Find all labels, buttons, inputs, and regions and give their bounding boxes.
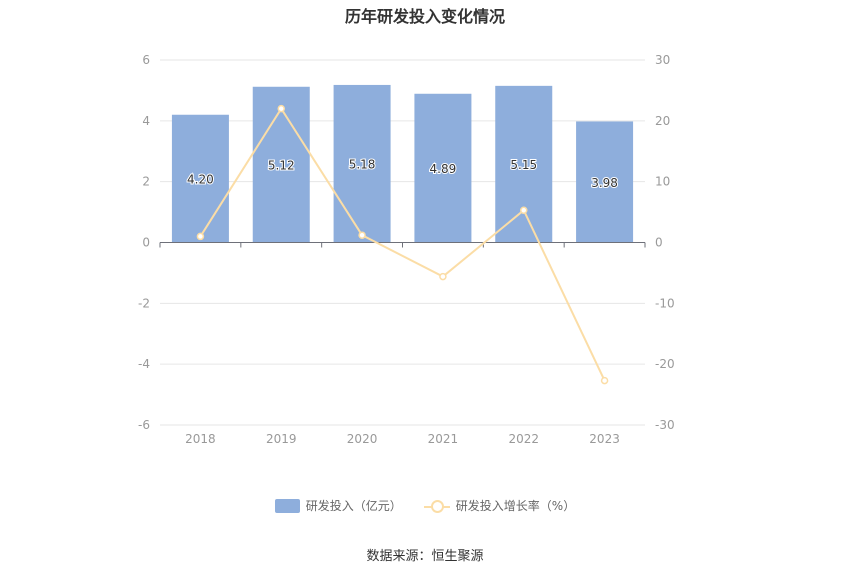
legend-item-bar[interactable]: 研发投入（亿元） [274, 497, 402, 514]
x-tick-label: 2019 [266, 432, 297, 446]
bar [171, 114, 229, 243]
growth-point [358, 231, 366, 239]
growth-point [600, 376, 609, 385]
bar [576, 121, 634, 243]
y-left-tick-label: 4 [142, 114, 150, 128]
legend: 研发投入（亿元） 研发投入增长率（%） [0, 497, 850, 514]
y-left-tick-label: 6 [142, 53, 150, 67]
bar-value-label: 4.20 [187, 173, 214, 187]
legend-bar-label: 研发投入（亿元） [305, 499, 402, 513]
legend-bar-swatch [274, 498, 300, 513]
bar-value-label: 5.18 [349, 158, 376, 172]
bar [252, 86, 310, 243]
y-right-tick-label: 10 [655, 175, 670, 189]
chart-title: 历年研发投入变化情况 [344, 7, 505, 26]
growth-point [520, 206, 528, 215]
y-left-tick-label: -4 [138, 357, 150, 371]
bar-value-label: 4.89 [430, 162, 457, 176]
bar-value-label: 5.12 [268, 159, 295, 173]
bar-value-label: 5.15 [510, 158, 537, 172]
y-right-tick-label: 30 [655, 53, 670, 67]
y-right-tick-label: 0 [655, 236, 663, 250]
y-right-tick-label: -20 [655, 357, 675, 371]
y-right-tick-label: 20 [655, 114, 670, 128]
bar [414, 93, 472, 243]
y-left-tick-label: 2 [142, 175, 150, 189]
y-right-tick-label: -10 [655, 296, 675, 310]
bar [333, 84, 391, 243]
x-tick-label: 2021 [428, 432, 459, 446]
legend-line-label: 研发投入增长率（%） [455, 499, 576, 513]
growth-line [199, 106, 606, 382]
x-tick-label: 2023 [589, 432, 620, 446]
y-left-tick-label: -2 [138, 296, 150, 310]
bar [495, 85, 553, 243]
x-tick-label: 2022 [508, 432, 539, 446]
y-right-tick-label: -30 [655, 418, 675, 432]
legend-item-line[interactable]: 研发投入增长率（%） [423, 497, 576, 514]
y-left-tick-label: -6 [138, 418, 150, 432]
bar-value-label: 3.98 [591, 176, 618, 190]
source-note: 数据来源：恒生聚源 [366, 549, 484, 564]
x-tick-label: 2020 [347, 432, 378, 446]
y-left-tick-label: 0 [142, 236, 150, 250]
growth-point [277, 104, 285, 113]
legend-line-swatch [423, 499, 450, 513]
x-tick-label: 2018 [185, 432, 216, 446]
growth-point [439, 272, 447, 281]
growth-point [196, 232, 205, 241]
